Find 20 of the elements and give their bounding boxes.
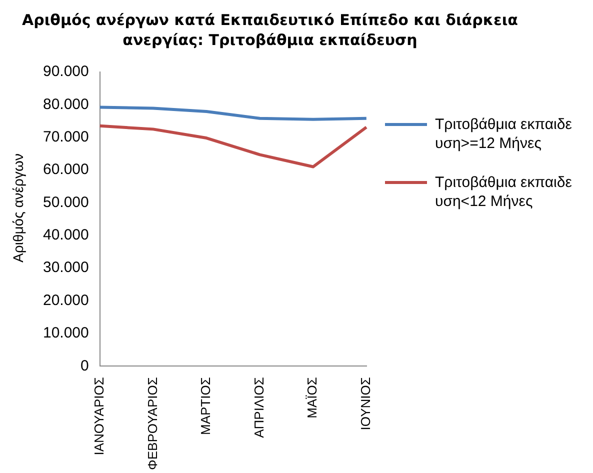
legend-label: Τριτοβάθμια εκπαιδευση>=12 Μήνες	[435, 115, 573, 153]
y-tick-label: 90.000	[42, 63, 89, 80]
x-tick-label: ΑΠΡΙΛΙΟΣ	[251, 377, 266, 438]
x-tick-label: ΙΑΝΟΥΑΡΙΟΣ	[91, 377, 106, 456]
y-tick-label: 50.000	[42, 194, 89, 211]
y-axis-title: Αριθμός ανέργων	[10, 152, 26, 264]
x-tick-label: ΜΑΪΟΣ	[304, 377, 320, 418]
x-tick-label: ΜΑΡΤΙΟΣ	[198, 377, 214, 435]
chart-title: Αριθμός ανέργων κατά Εκπαιδευτικό Επίπεδο και διάρκεια ανεργίας: Τριτοβάθμια εκπαίδευση	[20, 10, 519, 50]
x-tick-label: ΦΕΒΡΟΥΑΡΙΟΣ	[144, 377, 160, 470]
y-tick-label: 20.000	[42, 292, 89, 309]
y-tick-label: 30.000	[42, 259, 89, 276]
y-tick-label: 60.000	[42, 161, 89, 178]
y-tick-label: 80.000	[42, 96, 89, 113]
y-tick-label: 10.000	[42, 324, 89, 342]
y-tick-label: 0	[80, 357, 89, 374]
y-tick-label: 40.000	[42, 226, 89, 244]
y-tick-label: 70.000	[42, 128, 89, 146]
legend-label: Τριτοβάθμια εκπαιδευση<12 Μήνες	[435, 173, 573, 211]
x-tick-label: ΙΟΥΝΙΟΣ	[358, 377, 373, 430]
